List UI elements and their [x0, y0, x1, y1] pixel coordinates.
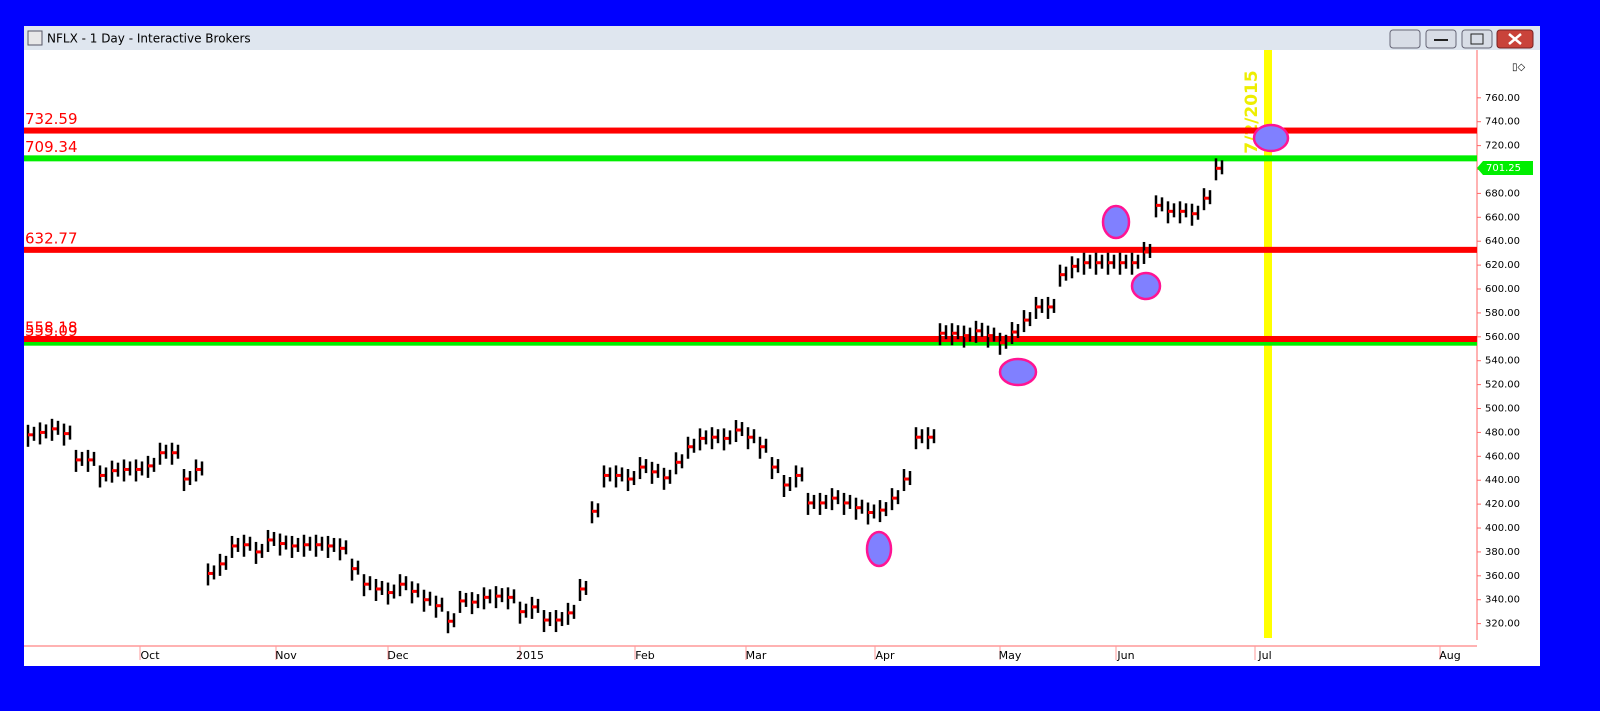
y-tick-label: 720.00	[1485, 141, 1520, 152]
level-line	[24, 127, 1477, 134]
y-tick-label: 640.00	[1485, 236, 1520, 247]
x-tick-label: Dec	[387, 649, 408, 662]
window-title: NFLX - 1 Day - Interactive Brokers	[47, 32, 251, 46]
level-line	[24, 155, 1477, 162]
x-tick-label: Mar	[746, 649, 767, 662]
x-tick-label: Jun	[1116, 649, 1134, 662]
x-tick-label: Feb	[635, 649, 654, 662]
annotation-ellipse	[1252, 123, 1290, 153]
y-tick-label: 400.00	[1485, 523, 1520, 534]
link-button[interactable]	[1389, 29, 1421, 49]
x-tick-label: 2015	[516, 649, 544, 662]
x-tick-label: Oct	[140, 649, 160, 662]
y-tick-label: 600.00	[1485, 284, 1520, 295]
maximize-icon	[1470, 33, 1484, 45]
y-tick-label: 760.00	[1485, 93, 1520, 104]
window	[24, 26, 1540, 666]
y-tick-label: 680.00	[1485, 188, 1520, 199]
plot: 320.00 340.00 360.00 380.00 400.00 420.00 440.…	[24, 50, 1533, 662]
y-tick-label: 540.00	[1485, 356, 1520, 367]
level-label: 732.59	[25, 110, 78, 128]
last-price-label: 701.25	[1486, 163, 1521, 174]
x-tick-label: Jul	[1257, 649, 1271, 662]
annotation-ellipse	[865, 530, 893, 568]
level-line	[24, 335, 1477, 342]
y-tick-label: 460.00	[1485, 451, 1520, 462]
close-icon	[1508, 33, 1522, 45]
app-icon	[27, 30, 43, 46]
x-tick-label: May	[999, 649, 1022, 662]
level-line	[24, 339, 1477, 346]
y-tick-label: 420.00	[1485, 499, 1520, 510]
y-tick-label: 620.00	[1485, 260, 1520, 271]
y-tick-label: 580.00	[1485, 308, 1520, 319]
y-tick-label: 440.00	[1485, 475, 1520, 486]
annotation-ellipse	[1130, 271, 1162, 301]
y-tick-label: 340.00	[1485, 595, 1520, 606]
level-label: 558.18	[25, 318, 78, 336]
x-tick-label: Apr	[875, 649, 895, 662]
y-tick-label: 380.00	[1485, 547, 1520, 558]
y-tick-label: 560.00	[1485, 332, 1520, 343]
level-line	[24, 246, 1477, 253]
maximize-button[interactable]	[1461, 29, 1493, 49]
axis-settings-icon[interactable]: ▯◇	[1512, 62, 1526, 73]
level-label: 709.34	[25, 138, 78, 156]
y-tick-label: 360.00	[1485, 571, 1520, 582]
title-bar	[24, 26, 1540, 50]
annotation-ellipse	[998, 357, 1038, 387]
y-tick-label: 660.00	[1485, 212, 1520, 223]
annotation-ellipse	[1101, 204, 1131, 240]
level-label: 632.77	[25, 229, 78, 247]
y-tick-label: 500.00	[1485, 404, 1520, 415]
level-label: 555.09	[25, 322, 78, 340]
y-tick-label: 480.00	[1485, 427, 1520, 438]
y-tick-label: 520.00	[1485, 380, 1520, 391]
y-tick-label: 320.00	[1485, 619, 1520, 630]
x-tick-label: Aug	[1439, 649, 1460, 662]
y-tick-label: 740.00	[1485, 117, 1520, 128]
x-tick-label: Nov	[275, 649, 297, 662]
last-price-tag	[1477, 161, 1533, 176]
